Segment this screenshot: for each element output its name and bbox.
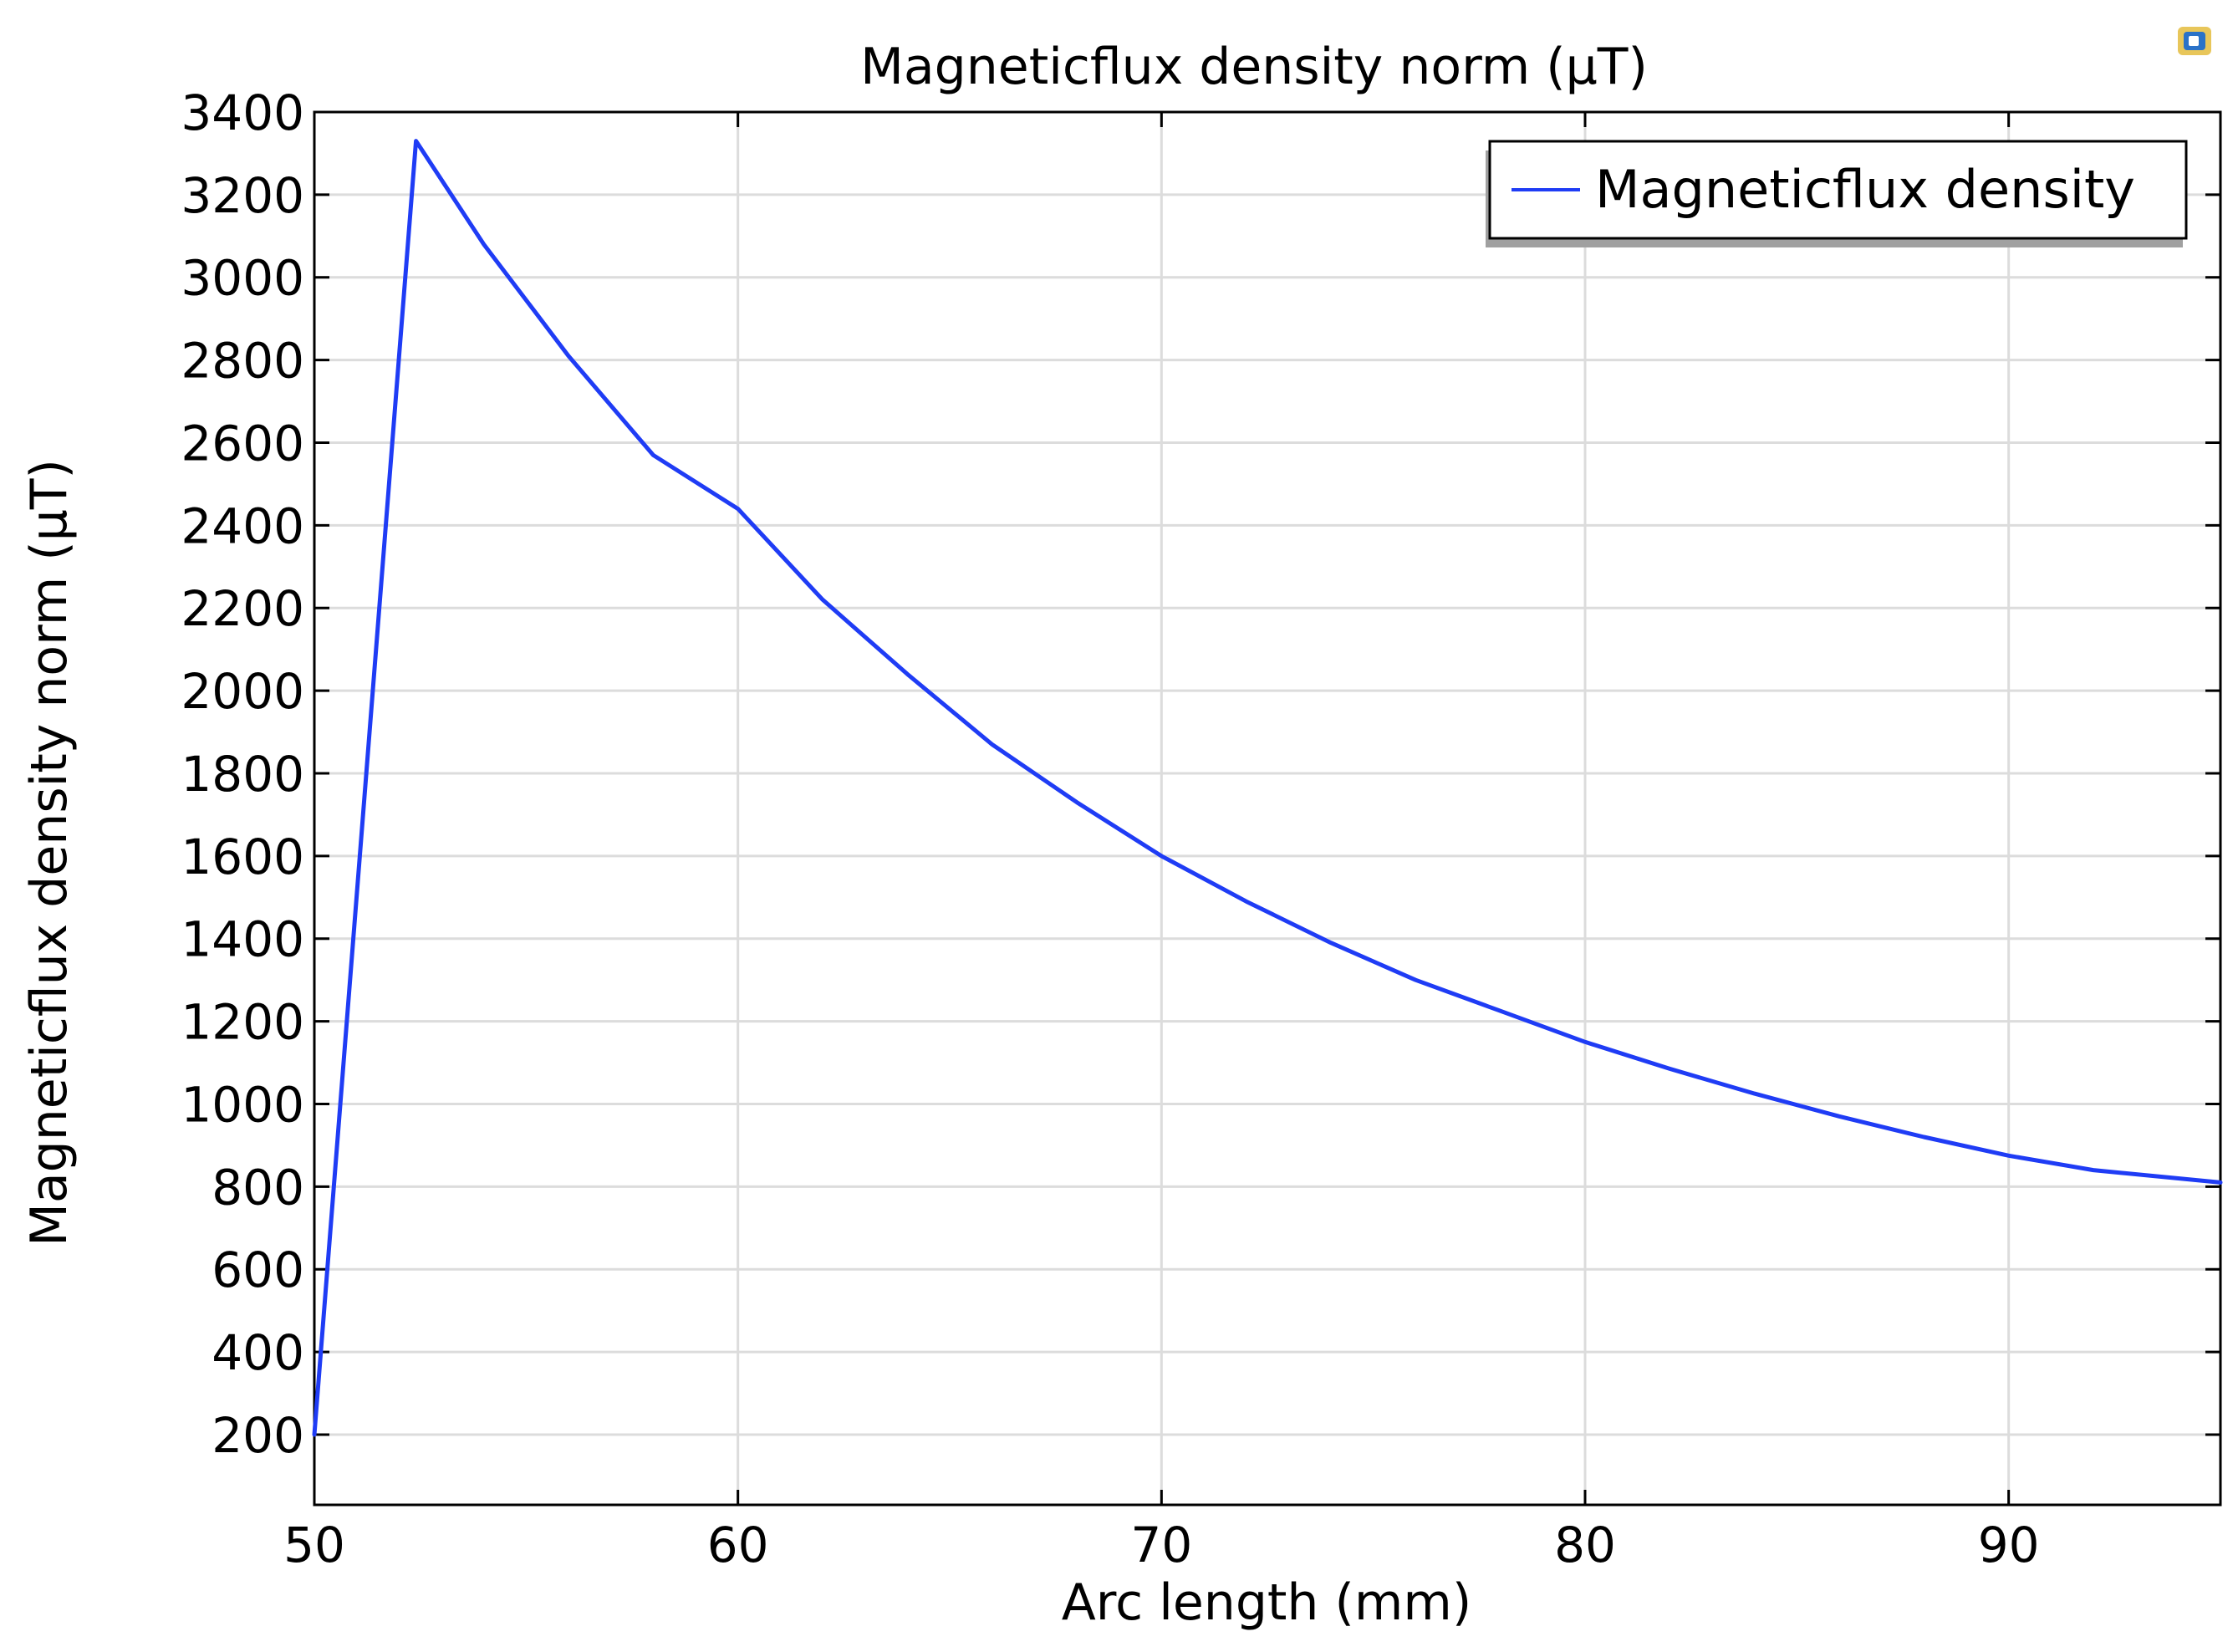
y-tick-label-2200: 2200 [181,580,304,637]
y-tick-label-1400: 1400 [181,911,304,968]
y-tick-label-400: 400 [212,1324,304,1381]
series-line-0 [312,139,2223,1437]
legend-label: Magneticflux density [1595,159,2135,220]
x-tick-label-90: 90 [1978,1517,2040,1573]
plot-area [313,110,2222,1507]
series-layer [312,139,2223,1437]
y-tick-label-3400: 3400 [181,84,304,141]
app-logo-icon [2178,27,2211,55]
y-tick-label-2000: 2000 [181,663,304,720]
y-tick-label-800: 800 [212,1159,304,1216]
chart-title: Magneticflux density norm (µT) [860,38,1648,96]
y-tick-label-200: 200 [212,1407,304,1464]
y-tick-label-1200: 1200 [181,994,304,1051]
y-tick-label-2400: 2400 [181,497,304,554]
x-tick-label-80: 80 [1554,1517,1616,1573]
x-tick-label-50: 50 [283,1517,345,1573]
legend-box [1488,140,2188,240]
x-tick-label-60: 60 [707,1517,769,1573]
y-tick-label-2600: 2600 [181,415,304,472]
x-axis-title: Arc length (mm) [1062,1573,1472,1632]
y-tick-label-1800: 1800 [181,746,304,803]
y-tick-label-600: 600 [212,1242,304,1298]
y-tick-label-2800: 2800 [181,333,304,390]
y-axis: 200 400 600 800 1000 1200 1400 1600 1800 2000 2200… [181,84,2220,1464]
y-tick-label-1600: 1600 [181,829,304,885]
grid [314,112,2220,1505]
y-tick-label-3000: 3000 [181,250,304,307]
legend: Magneticflux density [1486,140,2188,247]
y-tick-label-1000: 1000 [181,1076,304,1133]
x-axis: 50 60 70 80 90 [283,112,2040,1573]
x-tick-label-70: 70 [1130,1517,1192,1573]
y-tick-label-3200: 3200 [181,167,304,224]
y-axis-title: Magneticflux density norm (µT) [20,459,79,1247]
